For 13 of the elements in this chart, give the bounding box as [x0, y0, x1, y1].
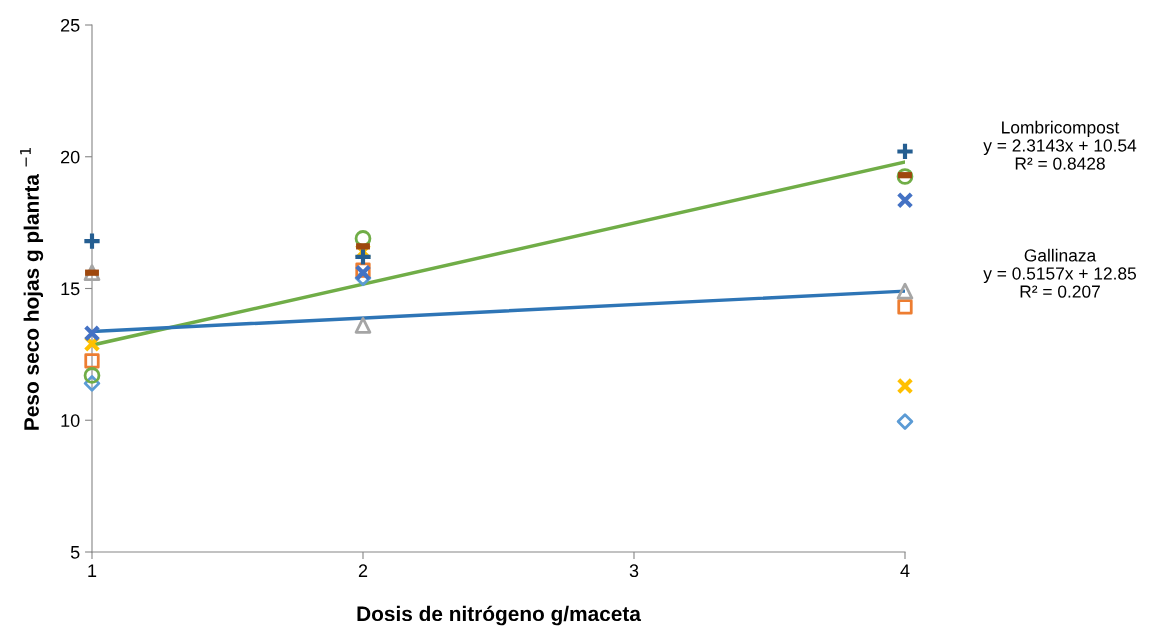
y-tick-label: 25	[61, 18, 80, 32]
y-tick-label: 20	[61, 150, 80, 164]
x-tick-label: 4	[900, 564, 910, 577]
x-axis-title: Dosis de nitrógeno g/maceta	[357, 605, 642, 626]
text: Gallinaza y = 0.5157x + 12.85 R² = 0.207	[983, 248, 1137, 298]
text: Lombricompost y = 2.3143x + 10.54 R² = 0.8428	[983, 120, 1137, 170]
y-tick-label: 10	[61, 414, 80, 427]
y-axis-title: Peso seco hojas g planrta $^{−1}$	[20, 147, 44, 430]
x-tick-label: 1	[88, 564, 97, 577]
x-tick-label: 2	[358, 564, 368, 577]
x-tick-label: 3	[629, 564, 639, 578]
y-tick-label: 5	[70, 546, 80, 559]
y-tick-label: 15	[61, 282, 80, 296]
